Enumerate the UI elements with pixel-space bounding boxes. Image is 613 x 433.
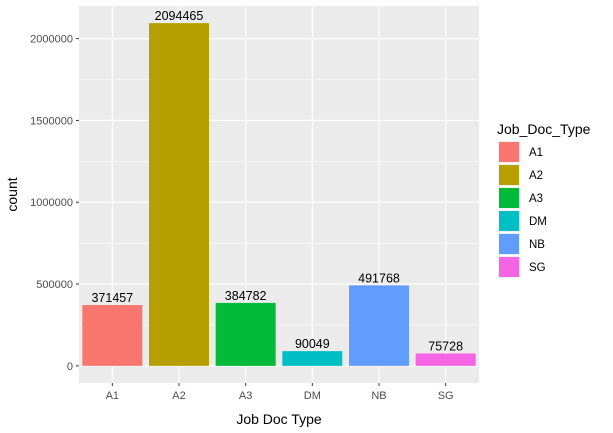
- legend-label-nb: NB: [529, 239, 545, 251]
- bar-label-sg: 75728: [428, 339, 463, 353]
- legend: Job_Doc_Type A1 A2 A3 DM NB SG: [497, 121, 591, 278]
- x-tick-label-a1: A1: [106, 390, 119, 402]
- x-tick-label-a2: A2: [172, 390, 185, 402]
- x-tick-label-sg: SG: [438, 390, 454, 402]
- legend-label-a3: A3: [529, 193, 543, 205]
- legend-label-sg: SG: [529, 262, 546, 274]
- bar-label-a2: 2094465: [155, 9, 204, 23]
- legend-label-a1: A1: [529, 147, 543, 159]
- y-axis-title: count: [4, 177, 20, 211]
- bars: [82, 23, 476, 366]
- bar-dm: [282, 351, 343, 366]
- legend-label-a2: A2: [529, 170, 543, 182]
- x-tick-label-dm: DM: [304, 390, 321, 402]
- bar-label-a1: 371457: [91, 291, 133, 305]
- y-tick-label: 2000000: [30, 34, 73, 46]
- y-axis-ticks: 0 500000 1000000 1500000 2000000: [30, 34, 79, 373]
- legend-swatch-a2: [499, 165, 519, 185]
- bar-nb: [349, 285, 409, 366]
- legend-label-dm: DM: [529, 216, 547, 228]
- legend-swatch-dm: [499, 211, 519, 231]
- x-tick-label-a3: A3: [239, 390, 252, 402]
- bar-label-a3: 384782: [225, 289, 267, 303]
- legend-title: Job_Doc_Type: [497, 121, 591, 137]
- y-tick-label: 500000: [36, 279, 73, 291]
- bar-value-labels: 371457 2094465 384782 90049 491768 75728: [91, 9, 463, 353]
- bar-a3: [215, 302, 276, 366]
- bar-label-nb: 491768: [358, 271, 400, 285]
- minor-gridlines: [79, 79, 479, 326]
- bar-a1: [82, 305, 143, 366]
- legend-items: A1 A2 A3 DM NB SG: [498, 141, 547, 278]
- bar-sg: [415, 353, 476, 366]
- plot-panel: [79, 6, 479, 383]
- bar-a2: [149, 23, 209, 366]
- y-tick-label: 1000000: [30, 197, 73, 209]
- legend-swatch-a1: [499, 142, 519, 162]
- legend-swatch-nb: [499, 234, 519, 254]
- legend-swatch-sg: [499, 257, 519, 277]
- bar-label-dm: 90049: [295, 337, 330, 351]
- y-tick-label: 0: [67, 361, 73, 373]
- y-tick-label: 1500000: [30, 115, 73, 127]
- x-axis-ticks: A1 A2 A3 DM NB SG: [106, 383, 454, 402]
- x-tick-label-nb: NB: [371, 390, 386, 402]
- legend-swatch-a3: [499, 188, 519, 208]
- x-axis-title: Job Doc Type: [236, 411, 322, 427]
